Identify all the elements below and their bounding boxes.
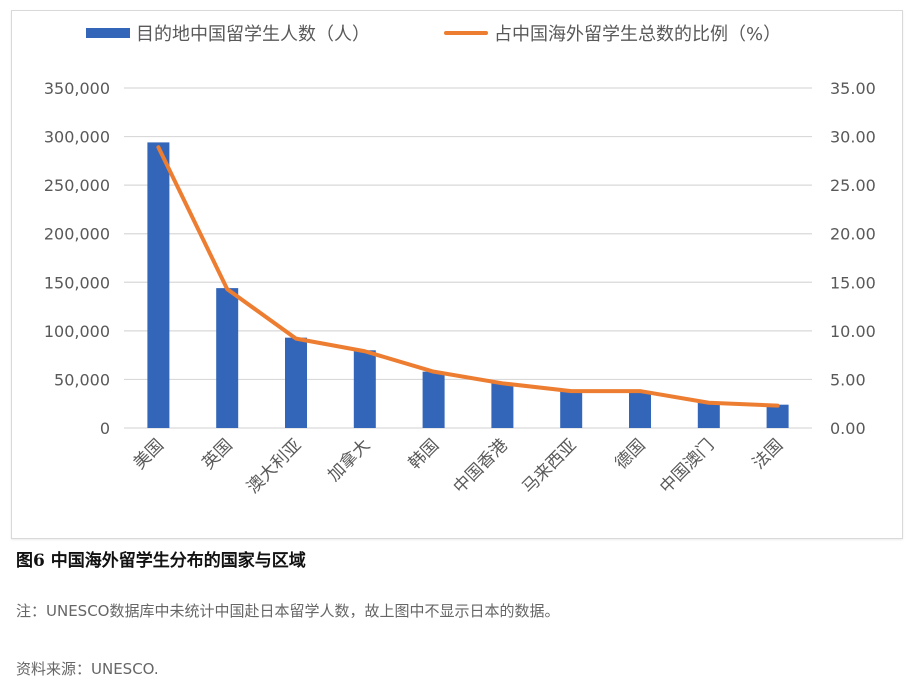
x-axis: 美国 英国 澳大利亚 加拿大 韩国 中国香港 马来西亚 德国 中国澳门 法国 bbox=[130, 435, 787, 498]
bar bbox=[285, 337, 307, 428]
ratio-line bbox=[156, 145, 780, 408]
y-left-tick-label: 0 bbox=[100, 419, 110, 438]
y-right-tick-label: 15.00 bbox=[830, 273, 876, 292]
y-right-tick-label: 5.00 bbox=[830, 370, 866, 389]
y-right-tick-label: 25.00 bbox=[830, 176, 876, 195]
chart-legend: 目的地中国留学生人数（人） 占中国海外留学生总数的比例（%） bbox=[0, 20, 916, 50]
legend-item-bar-series: 目的地中国留学生人数（人） bbox=[86, 20, 370, 46]
line-swatch-icon bbox=[444, 31, 488, 35]
bar-series bbox=[147, 142, 789, 428]
bar bbox=[147, 142, 170, 428]
x-tick-label: 加拿大 bbox=[323, 435, 374, 486]
x-tick-label: 马来西亚 bbox=[519, 435, 581, 497]
bar bbox=[697, 402, 720, 428]
figure-caption: 图6 中国海外留学生分布的国家与区域 bbox=[16, 551, 306, 571]
line-series bbox=[156, 145, 780, 408]
bar-swatch-icon bbox=[86, 28, 130, 38]
legend-item-line-series: 占中国海外留学生总数的比例（%） bbox=[444, 20, 781, 46]
bar bbox=[491, 383, 514, 428]
x-tick-label: 法国 bbox=[749, 435, 787, 473]
x-tick-label: 中国澳门 bbox=[656, 435, 718, 497]
y-left-tick-label: 100,000 bbox=[44, 322, 110, 341]
x-tick-label: 韩国 bbox=[405, 435, 443, 473]
bar bbox=[216, 288, 239, 428]
y-left-tick-label: 150,000 bbox=[44, 273, 110, 292]
x-tick-label: 英国 bbox=[199, 435, 237, 473]
y-right-tick-label: 20.00 bbox=[830, 225, 876, 244]
x-tick-label: 德国 bbox=[611, 435, 649, 473]
x-tick-label: 澳大利亚 bbox=[243, 435, 305, 497]
bar bbox=[353, 350, 376, 428]
y-left-tick-label: 350,000 bbox=[44, 79, 110, 98]
x-tick-label: 中国香港 bbox=[450, 435, 512, 497]
bar bbox=[629, 391, 651, 428]
y-right-tick-label: 35.00 bbox=[830, 79, 876, 98]
y-right-tick-label: 30.00 bbox=[830, 128, 876, 147]
y-left-tick-label: 50,000 bbox=[54, 370, 110, 389]
combo-chart: 0 50,000 100,000 150,000 200,000 250,000 300,0… bbox=[44, 79, 876, 498]
y-right-tick-label: 10.00 bbox=[830, 322, 876, 341]
figure-source: 资料来源：UNESCO. bbox=[16, 660, 159, 678]
y-right-tick-label: 0.00 bbox=[830, 419, 866, 438]
y-left-tick-label: 300,000 bbox=[44, 128, 110, 147]
legend-bar-label: 目的地中国留学生人数（人） bbox=[136, 24, 370, 45]
y-axis-left: 0 50,000 100,000 150,000 200,000 250,000 300,0… bbox=[44, 79, 110, 438]
legend-line-label: 占中国海外留学生总数的比例（%） bbox=[494, 24, 782, 45]
figure-note: 注：UNESCO数据库中未统计中国赴日本留学人数，故上图中不显示日本的数据。 bbox=[16, 602, 560, 620]
x-tick-label: 美国 bbox=[130, 435, 168, 473]
bar bbox=[422, 371, 445, 428]
y-left-tick-label: 250,000 bbox=[44, 176, 110, 195]
bar bbox=[560, 391, 583, 428]
bar bbox=[766, 404, 789, 428]
y-left-tick-label: 200,000 bbox=[44, 225, 110, 244]
y-axis-right: 0.00 5.00 10.00 15.00 20.00 25.00 30.00 35.00 bbox=[830, 79, 876, 438]
